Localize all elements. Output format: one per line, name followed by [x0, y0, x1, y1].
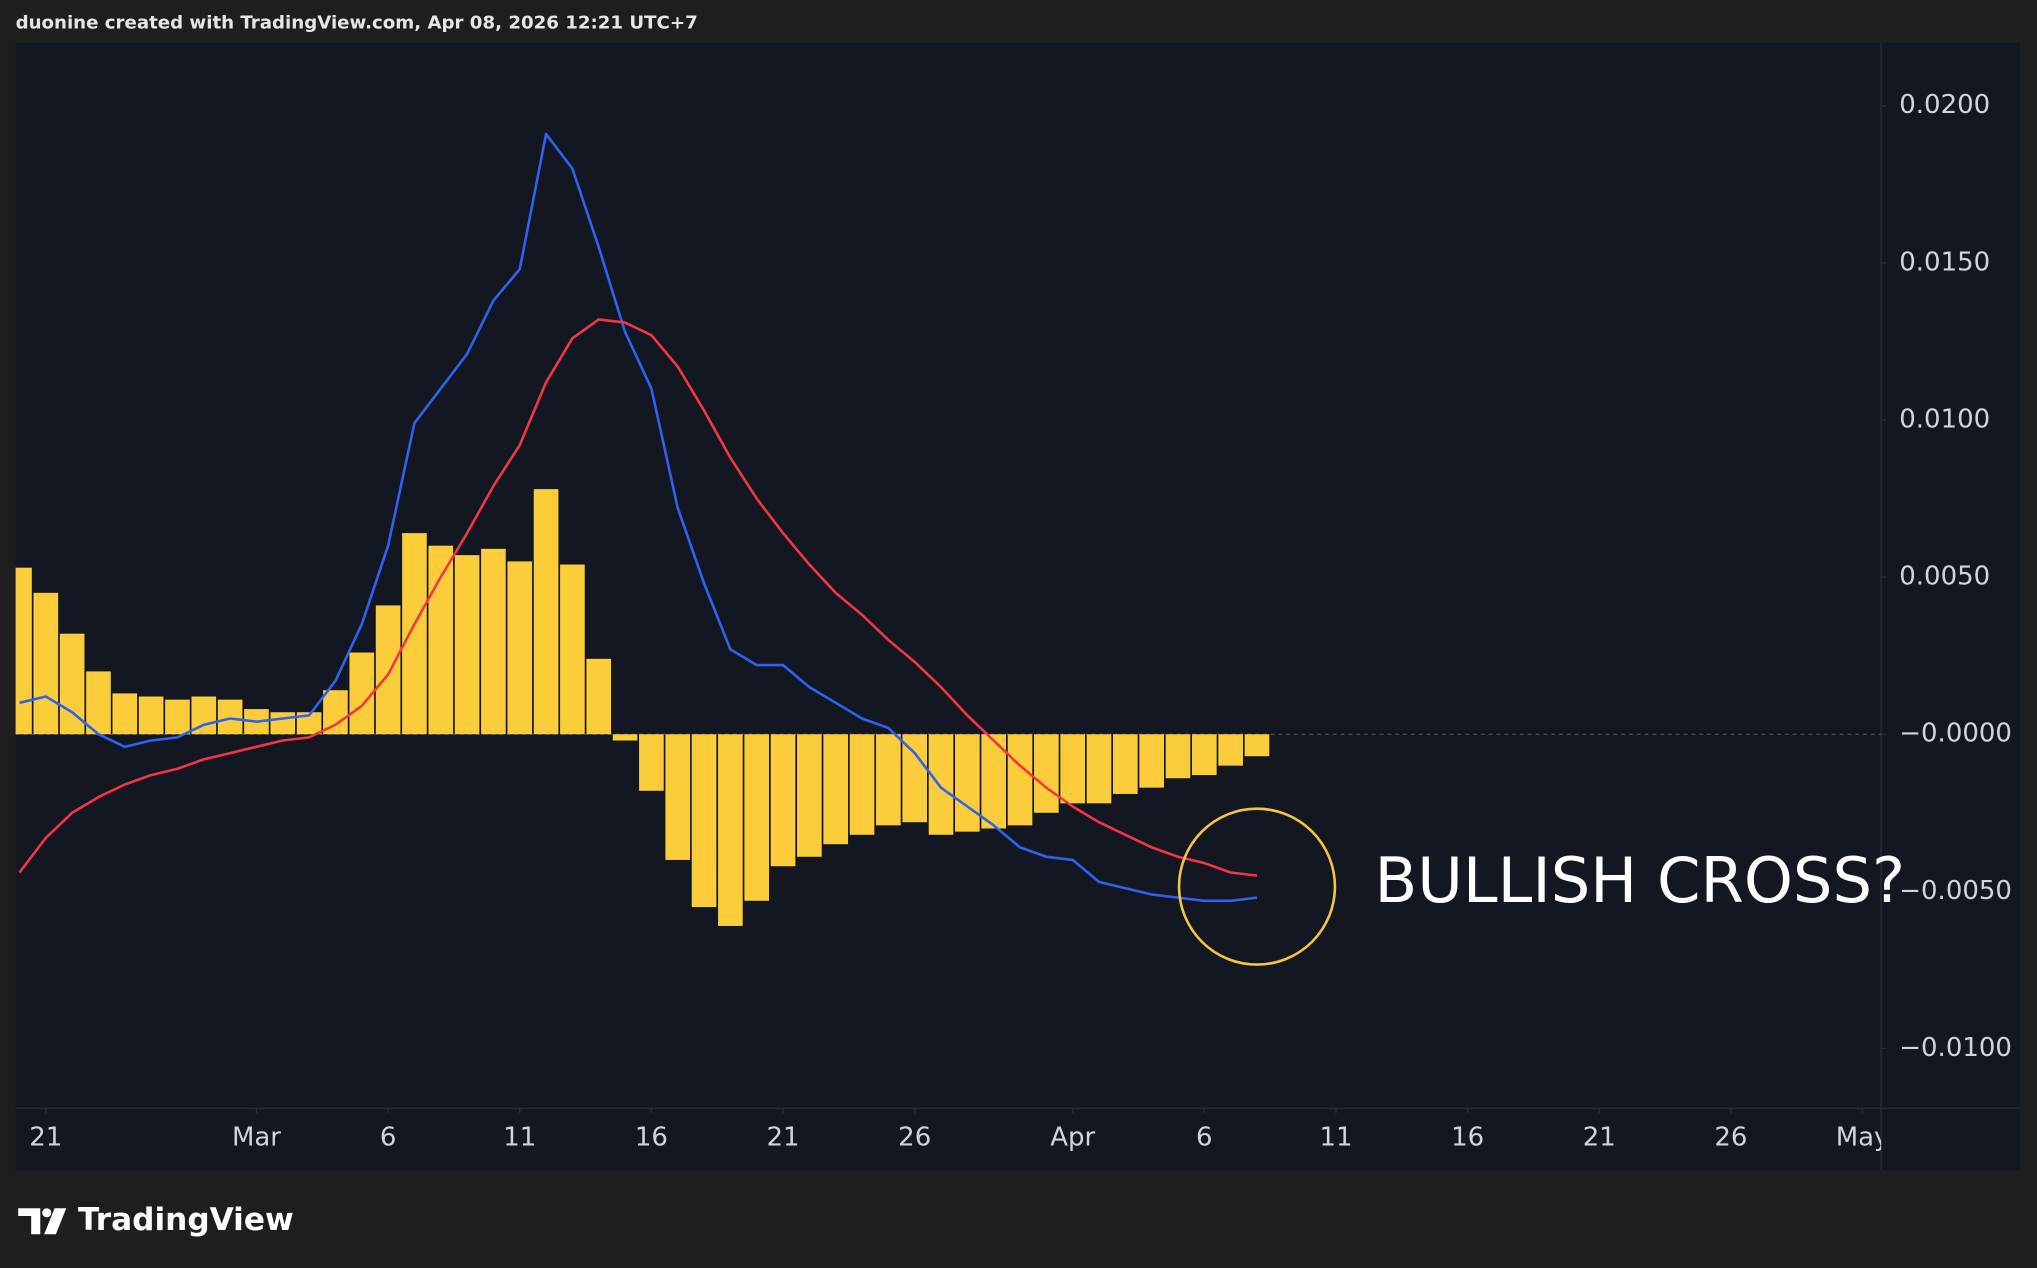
histogram-bar [1218, 734, 1243, 766]
logo: TradingView [18, 1202, 294, 1238]
histogram-bar [112, 693, 138, 735]
histogram-bar [560, 564, 585, 735]
histogram-bar [1034, 734, 1059, 813]
histogram-bar [691, 734, 717, 908]
x-tick-label: 16 [635, 1123, 668, 1153]
histogram-bar [718, 734, 743, 926]
histogram-bar [849, 734, 875, 835]
histogram-bar [876, 734, 901, 826]
histogram-bar [665, 734, 691, 860]
x-tick-label: 21 [767, 1123, 800, 1153]
indicator-line [18, 318, 1258, 877]
x-tick-label: 6 [380, 1123, 397, 1153]
histogram-bar [1007, 734, 1033, 826]
indicator-line [19, 132, 1258, 903]
x-tick-label: 11 [503, 1123, 536, 1153]
x-tick-label: 26 [1714, 1123, 1747, 1153]
x-tick-label: 11 [1319, 1123, 1352, 1153]
histogram-bar [454, 555, 480, 735]
histogram-bar [33, 592, 59, 735]
x-tick-label: 16 [1451, 1123, 1484, 1153]
histogram-bar [797, 734, 822, 857]
histogram-bar [507, 561, 533, 735]
logo-icon [18, 1208, 41, 1235]
logo-icon-slash [44, 1208, 67, 1235]
histogram-bar [612, 734, 638, 741]
y-tick-label: −0.0000 [1899, 719, 2012, 749]
x-tick-label: 21 [1583, 1123, 1616, 1153]
y-tick-label: −0.0050 [1899, 876, 2012, 906]
histogram-bar [217, 699, 243, 735]
histogram-bar [138, 696, 164, 735]
y-tick-label: 0.0100 [1899, 404, 1990, 434]
y-tick-label: 0.0200 [1899, 90, 1990, 120]
x-tick-label: Apr [1050, 1123, 1095, 1153]
price-axis: 0.0200 0.0150 0.0100 0.0050 −0.0000 −0.0050 −0… [1881, 90, 2012, 1063]
histogram-bar [823, 734, 849, 845]
logo-icon-dot [42, 1208, 52, 1218]
histogram-bar [1192, 734, 1217, 776]
annotation-text: BULLISH CROSS? [1374, 844, 1905, 917]
histogram-bar [533, 489, 559, 735]
histogram-bar [1139, 734, 1164, 788]
histogram-bar [902, 734, 928, 823]
header: duonine created with TradingView.com, Ap… [16, 12, 698, 33]
histogram-bar [744, 734, 770, 901]
annotation-layer: BULLISH CROSS? [1177, 807, 1905, 966]
histogram-bar [1165, 734, 1191, 779]
histogram-bar [165, 699, 190, 735]
x-tick-label: Mar [232, 1123, 281, 1153]
histogram-bar [86, 671, 111, 735]
chart-panel [15, 42, 2021, 1171]
histogram-bar [639, 734, 664, 791]
plot [15, 132, 1882, 926]
histogram-bar [15, 567, 32, 735]
histogram-bar [323, 690, 348, 735]
time-axis: 21 Mar 6 11 16 21 26 Apr 6 11 16 21 26 May [29, 1108, 1890, 1153]
logo-text: TradingView [78, 1202, 294, 1238]
x-tick-label: 21 [29, 1123, 62, 1153]
y-tick-label: 0.0050 [1899, 562, 1990, 592]
histogram-bar [428, 545, 454, 735]
histogram-bar [1086, 734, 1112, 804]
histogram-bar [349, 652, 375, 735]
histogram-bar [270, 712, 296, 735]
histogram-bar [770, 734, 796, 867]
histogram-bar [1244, 734, 1270, 757]
histogram-bar [928, 734, 954, 835]
x-tick-label: 26 [898, 1123, 931, 1153]
y-tick-label: −0.0100 [1899, 1033, 2012, 1063]
histogram-bar [375, 605, 401, 735]
histogram-bar [586, 658, 612, 735]
histogram-bar [481, 548, 506, 735]
x-tick-label: May [1836, 1123, 1890, 1153]
y-tick-label: 0.0150 [1899, 247, 1990, 277]
histogram-bar [955, 734, 980, 832]
histogram-bar [1113, 734, 1138, 794]
histogram-bar [1060, 734, 1085, 804]
x-tick-label: 6 [1196, 1123, 1213, 1153]
histogram-bar [296, 712, 322, 735]
histogram-bar [402, 533, 427, 735]
annotation-circle [1177, 807, 1337, 966]
